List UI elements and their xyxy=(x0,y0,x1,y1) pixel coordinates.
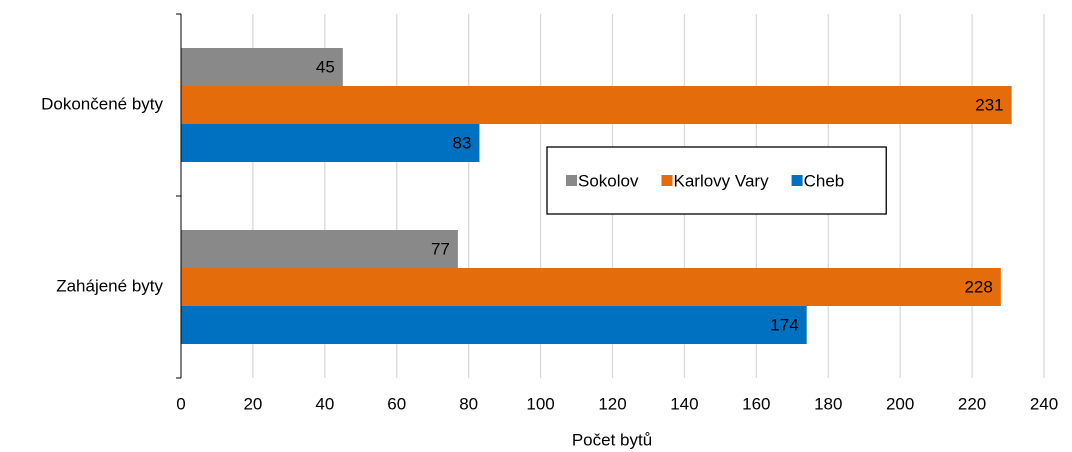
y-tick-label: Zahájené byty xyxy=(56,276,163,295)
data-label: 77 xyxy=(431,239,450,258)
legend-label: Karlovy Vary xyxy=(673,171,769,190)
bar xyxy=(181,48,343,86)
data-label: 228 xyxy=(964,277,992,296)
x-axis-label: Počet bytů xyxy=(572,430,652,449)
legend-box xyxy=(546,146,887,215)
data-label: 231 xyxy=(975,95,1003,114)
legend: Sokolov Karlovy Vary Cheb xyxy=(546,146,887,215)
legend-swatch xyxy=(791,175,803,186)
bar xyxy=(181,230,458,268)
x-tick-label: 40 xyxy=(315,394,334,413)
x-tick-label: 240 xyxy=(1030,394,1058,413)
legend-label: Sokolov xyxy=(578,171,639,190)
x-tick-label: 140 xyxy=(670,394,698,413)
x-tick-label: 80 xyxy=(459,394,478,413)
x-tick-label: 0 xyxy=(176,394,185,413)
x-tick-label: 100 xyxy=(526,394,554,413)
x-tick-label: 160 xyxy=(742,394,770,413)
x-tick-label: 180 xyxy=(814,394,842,413)
x-tick-label: 60 xyxy=(387,394,406,413)
x-tick-label: 220 xyxy=(958,394,986,413)
x-tick-label: 200 xyxy=(886,394,914,413)
x-tick-label: 120 xyxy=(598,394,626,413)
bar xyxy=(181,124,480,162)
bar xyxy=(181,268,1001,306)
legend-swatch xyxy=(661,175,673,186)
x-tick-label: 20 xyxy=(243,394,262,413)
bar xyxy=(181,86,1012,124)
data-label: 83 xyxy=(453,133,472,152)
y-tick-label: Dokončené byty xyxy=(41,94,163,113)
legend-swatch xyxy=(566,175,577,186)
legend-label: Cheb xyxy=(804,171,845,190)
data-label: 174 xyxy=(770,315,798,334)
data-label: 45 xyxy=(316,57,335,76)
bar xyxy=(181,306,807,344)
